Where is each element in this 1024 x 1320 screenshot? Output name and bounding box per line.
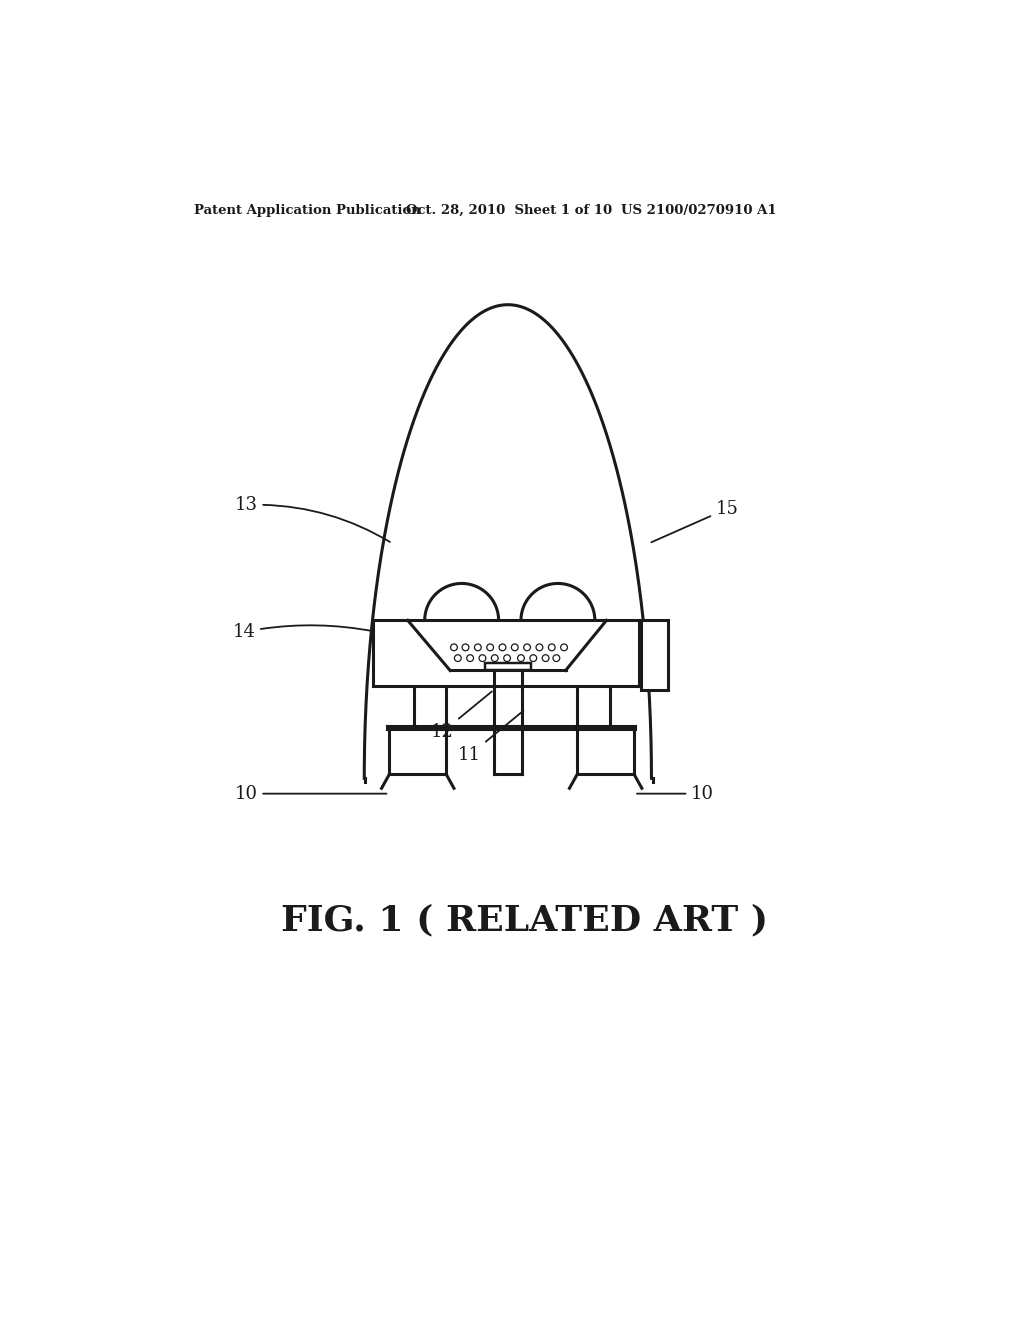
Circle shape: [499, 644, 506, 651]
Text: US 2100/0270910 A1: US 2100/0270910 A1: [621, 205, 776, 218]
Circle shape: [451, 644, 458, 651]
Circle shape: [529, 655, 537, 661]
Circle shape: [561, 644, 567, 651]
Circle shape: [504, 655, 511, 661]
Circle shape: [467, 655, 473, 661]
Text: 15: 15: [651, 500, 738, 543]
Circle shape: [486, 644, 494, 651]
Circle shape: [517, 655, 524, 661]
Circle shape: [549, 644, 555, 651]
Text: 11: 11: [458, 710, 523, 764]
Text: FIG. 1 ( RELATED ART ): FIG. 1 ( RELATED ART ): [282, 904, 768, 937]
Text: 10: 10: [234, 784, 386, 803]
Circle shape: [462, 644, 469, 651]
Bar: [641, 620, 668, 689]
Text: 14: 14: [232, 623, 374, 642]
Text: 10: 10: [637, 784, 714, 803]
Circle shape: [479, 655, 485, 661]
Text: 12: 12: [431, 692, 492, 741]
Circle shape: [474, 644, 481, 651]
Text: 13: 13: [234, 496, 390, 543]
Circle shape: [455, 655, 461, 661]
Circle shape: [553, 655, 560, 661]
Circle shape: [542, 655, 549, 661]
Text: Patent Application Publication: Patent Application Publication: [195, 205, 421, 218]
Circle shape: [536, 644, 543, 651]
Circle shape: [492, 655, 498, 661]
Text: Oct. 28, 2010  Sheet 1 of 10: Oct. 28, 2010 Sheet 1 of 10: [407, 205, 612, 218]
Bar: [484, 663, 531, 671]
Circle shape: [523, 644, 530, 651]
Circle shape: [511, 644, 518, 651]
